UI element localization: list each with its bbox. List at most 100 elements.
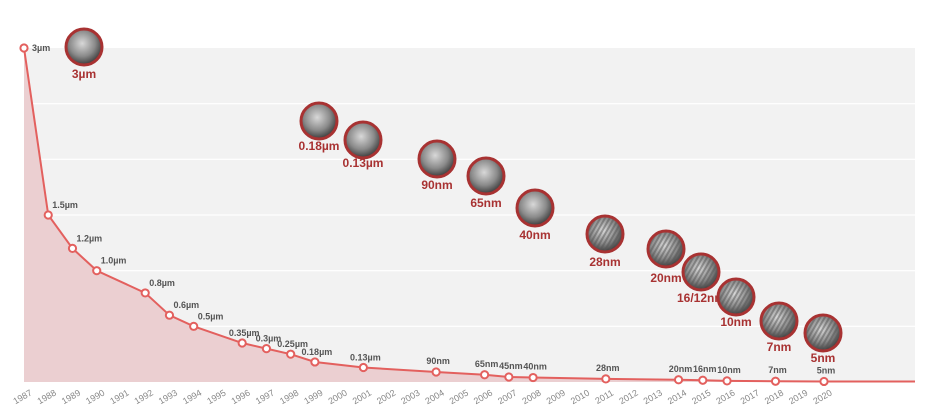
data-point <box>673 375 684 385</box>
x-tick-label: 2002 <box>375 388 397 407</box>
x-tick-label: 1993 <box>157 388 179 407</box>
data-point <box>504 372 514 382</box>
sem-image <box>343 120 383 160</box>
sem-bubble: 90nm <box>417 139 457 192</box>
data-point <box>92 266 102 276</box>
x-tick-label: 2019 <box>787 388 809 407</box>
sem-bubbles: 3µm 0.18µm 0.13µm 90nm 65nm 40nm 28nm 20nm 16/12… <box>64 27 843 365</box>
sem-bubble: 28nm <box>585 214 625 269</box>
x-axis: 1987 1988 1989 1990 1991 1992 1993 1994 1995 1996… <box>11 388 833 407</box>
bubble-label: 90nm <box>421 178 452 192</box>
data-point <box>140 288 150 298</box>
sem-bubble: 0.13µm <box>343 120 384 170</box>
data-label: 5nm <box>817 365 836 375</box>
sem-bubble: 3µm <box>64 27 104 81</box>
data-label: 7nm <box>768 365 787 375</box>
bubble-label: 7nm <box>767 340 792 354</box>
x-tick-label: 2010 <box>569 388 591 407</box>
x-tick-label: 2011 <box>593 388 615 406</box>
x-tick-label: 1994 <box>181 388 203 407</box>
x-tick-label: 1997 <box>254 388 276 407</box>
data-point <box>480 370 490 380</box>
data-point <box>431 367 441 377</box>
x-tick-label: 1987 <box>11 388 33 407</box>
x-tick-label: 2005 <box>448 388 470 407</box>
x-tick-label: 1990 <box>84 388 106 407</box>
bubble-label: 3µm <box>72 67 96 81</box>
data-label: 0.13µm <box>350 353 381 363</box>
x-tick-label: 2018 <box>763 388 785 407</box>
bubble-label: 28nm <box>589 255 620 269</box>
data-point <box>358 362 368 373</box>
data-point <box>43 210 53 220</box>
sem-bubble: 16/12nm <box>677 252 725 305</box>
x-tick-label: 2009 <box>545 388 567 407</box>
data-label: 0.5µm <box>198 311 224 321</box>
x-tick-label: 1995 <box>205 388 227 407</box>
x-tick-label: 2013 <box>642 388 664 407</box>
data-label: 20nm <box>669 364 693 374</box>
x-tick-label: 1998 <box>278 388 300 407</box>
x-tick-label: 2003 <box>399 388 421 407</box>
data-label: 65nm <box>475 359 499 369</box>
x-tick-label: 2000 <box>326 388 348 407</box>
data-point <box>19 43 29 53</box>
bubble-label: 0.13µm <box>343 156 384 170</box>
sem-texture <box>762 304 796 338</box>
x-tick-label: 2020 <box>811 388 833 407</box>
data-label: 0.6µm <box>173 300 199 310</box>
data-point <box>310 357 320 367</box>
sem-bubble: 20nm <box>646 229 686 285</box>
sem-bubble: 10nm <box>716 277 756 329</box>
data-point <box>601 374 611 384</box>
data-point <box>698 375 708 385</box>
data-label: 10nm <box>717 365 741 375</box>
x-tick-label: 1989 <box>60 388 82 407</box>
bubble-label: 10nm <box>720 315 751 329</box>
data-label: 3µm <box>32 43 50 53</box>
data-point <box>67 243 78 253</box>
sem-texture <box>588 217 622 251</box>
data-label: 1.0µm <box>101 256 127 266</box>
x-tick-label: 2017 <box>739 388 761 407</box>
x-tick-label: 2016 <box>714 388 736 407</box>
data-label: 1.2µm <box>76 233 102 243</box>
x-tick-label: 2007 <box>496 388 518 407</box>
sem-texture <box>806 316 840 350</box>
bubble-label: 40nm <box>519 228 550 242</box>
sem-texture <box>719 280 753 314</box>
sem-bubble: 7nm <box>759 301 799 354</box>
data-label: 40nm <box>523 362 547 372</box>
data-point <box>770 376 781 386</box>
sem-image <box>466 156 506 196</box>
data-point <box>164 310 175 320</box>
sem-image <box>515 188 555 228</box>
x-tick-label: 2008 <box>520 388 542 407</box>
sem-bubble: 40nm <box>515 188 555 242</box>
data-label: 0.18µm <box>302 347 333 357</box>
data-point <box>261 344 272 354</box>
x-tick-label: 1996 <box>230 388 252 407</box>
sem-image <box>64 27 104 67</box>
area-fill <box>24 48 915 382</box>
data-point <box>819 376 829 387</box>
data-label: 0.25µm <box>277 339 308 349</box>
x-tick-label: 1999 <box>302 388 324 407</box>
sem-image <box>417 139 457 179</box>
x-tick-label: 1992 <box>133 388 155 407</box>
x-tick-label: 1991 <box>108 388 130 407</box>
sem-bubble: 65nm <box>466 156 506 210</box>
data-label: 0.3µm <box>256 334 282 344</box>
bubble-label: 5nm <box>811 351 836 365</box>
x-tick-label: 2012 <box>617 388 639 407</box>
bubble-label: 16/12nm <box>677 291 725 305</box>
data-point <box>528 372 538 383</box>
data-point <box>189 321 199 331</box>
data-point <box>722 376 732 386</box>
data-label: 1.5µm <box>52 200 78 210</box>
x-tick-label: 2015 <box>690 388 712 407</box>
data-point <box>237 338 247 348</box>
sem-bubble: 5nm <box>803 313 843 365</box>
sem-image <box>299 101 339 141</box>
